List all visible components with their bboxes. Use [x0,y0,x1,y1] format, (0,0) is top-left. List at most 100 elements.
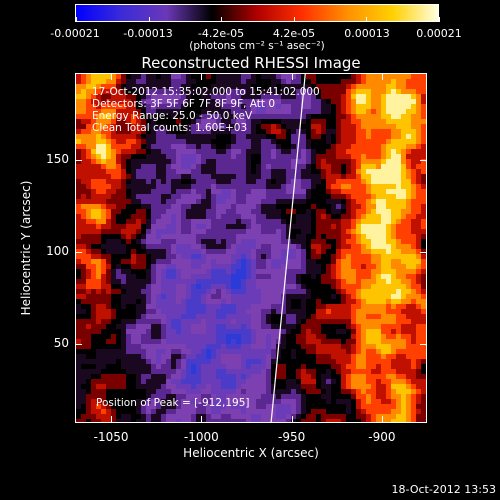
heatmap-cell [156,244,161,249]
heatmap-cell [141,334,146,339]
heatmap-cell [291,284,296,289]
x-axis-tick [111,416,113,423]
heatmap-cell [111,74,116,79]
heatmap-cell [156,289,161,294]
heatmap-cell [201,224,206,229]
heatmap-cell [391,374,396,379]
heatmap-cell [181,234,186,239]
heatmap-cell [151,404,156,409]
heatmap-cell [316,384,321,389]
heatmap-cell [336,284,341,289]
heatmap-cell [146,369,151,374]
heatmap-cell [261,144,266,149]
heatmap-cell [146,184,151,189]
heatmap-cell [121,124,126,129]
heatmap-cell [406,329,411,334]
heatmap-cell [381,244,386,249]
heatmap-cell [261,259,266,264]
heatmap-cell [96,109,101,114]
heatmap-cell [326,219,331,224]
heatmap-cell [201,114,206,119]
heatmap-cell [346,89,351,94]
heatmap-cell [316,299,321,304]
heatmap-cell [76,224,81,229]
heatmap-cell [271,349,276,354]
heatmap-cell [206,74,211,79]
heatmap-cell [246,229,251,234]
heatmap-cell [406,209,411,214]
heatmap-cell [76,214,81,219]
heatmap-cell [291,179,296,184]
heatmap-cell [321,184,326,189]
heatmap-cell [156,354,161,359]
heatmap-cell [326,289,331,294]
heatmap-cell [331,284,336,289]
heatmap-cell [411,414,416,419]
heatmap-cell [86,189,91,194]
heatmap-cell [201,369,206,374]
heatmap-cell [226,284,231,289]
heatmap-cell [356,214,361,219]
heatmap-cell [76,164,81,169]
heatmap-cell [411,104,416,109]
heatmap-cell [366,399,371,404]
heatmap-cell [241,74,246,79]
heatmap-cell [331,314,336,319]
heatmap-cell [206,394,211,399]
heatmap-cell [306,119,311,124]
heatmap-cell [141,119,146,124]
heatmap-cell [76,89,81,94]
heatmap-cell [356,234,361,239]
heatmap-cell [371,359,376,364]
heatmap-cell [241,384,246,389]
heatmap-cell [221,349,226,354]
heatmap-cell [81,254,86,259]
heatmap-cell [261,109,266,114]
heatmap-cell [81,229,86,234]
heatmap-cell [366,314,371,319]
heatmap-cell [101,89,106,94]
heatmap-cell [146,169,151,174]
heatmap-cell [361,254,366,259]
heatmap-cell [246,404,251,409]
heatmap-cell [386,399,391,404]
heatmap-cell [246,189,251,194]
heatmap-cell [261,179,266,184]
heatmap-cell [181,304,186,309]
heatmap-cell [91,329,96,334]
heatmap-cell [76,344,81,349]
heatmap-cell [121,134,126,139]
heatmap-cell [151,379,156,384]
heatmap-cell [306,199,311,204]
heatmap-cell [331,394,336,399]
heatmap-cell [246,329,251,334]
heatmap-cell [296,299,301,304]
heatmap-cell [236,404,241,409]
heatmap-cell [256,219,261,224]
heatmap-cell [351,159,356,164]
heatmap-cell [376,389,381,394]
heatmap-cell [86,109,91,114]
heatmap-cell [381,284,386,289]
heatmap-cell [106,304,111,309]
heatmap-cell [386,204,391,209]
heatmap-cell [211,124,216,129]
heatmap-cell [206,79,211,84]
heatmap-cell [281,379,286,384]
heatmap-cell [161,419,166,422]
heatmap-cell [376,304,381,309]
heatmap-cell [286,329,291,334]
heatmap-cell [191,129,196,134]
heatmap-cell [416,179,421,184]
heatmap-cell [136,204,141,209]
heatmap-cell [76,354,81,359]
heatmap-cell [81,289,86,294]
heatmap-cell [396,364,401,369]
heatmap-cell [371,214,376,219]
heatmap-cell [196,414,201,419]
heatmap-cell [301,249,306,254]
heatmap-cell [106,409,111,414]
heatmap-cell [276,234,281,239]
heatmap-cell [221,404,226,409]
heatmap-cell [181,194,186,199]
